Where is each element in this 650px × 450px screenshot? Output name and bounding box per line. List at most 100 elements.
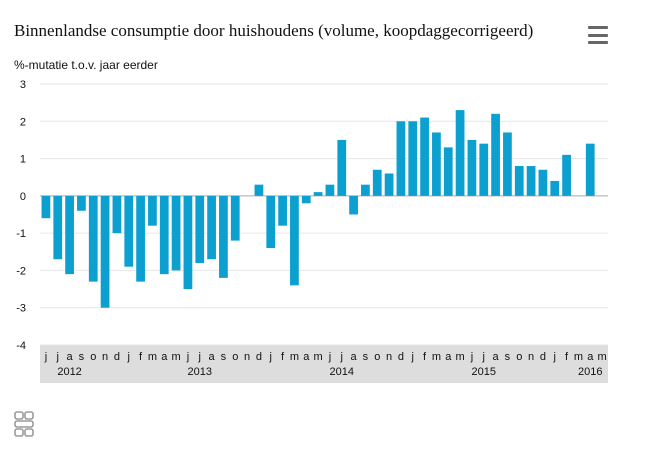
x-year-label: 2015 xyxy=(472,366,496,378)
x-tick-label: j xyxy=(186,351,189,363)
x-tick-label: f xyxy=(423,351,427,363)
x-year-label: 2012 xyxy=(57,366,81,378)
x-tick-label: m xyxy=(455,351,464,363)
x-year-label: 2013 xyxy=(188,366,212,378)
bar xyxy=(41,195,51,219)
bar xyxy=(550,180,560,196)
x-tick-label: d xyxy=(398,351,404,363)
bar xyxy=(455,110,465,196)
x-tick-label: m xyxy=(432,351,441,363)
x-tick-label: d xyxy=(540,351,546,363)
x-tick-label: a xyxy=(209,351,216,363)
y-tick-label: 2 xyxy=(20,116,26,128)
x-tick-label: a xyxy=(587,351,594,363)
y-tick-label: 3 xyxy=(20,79,26,91)
x-axis-band xyxy=(40,345,608,383)
y-axis-label: %-mutatie t.o.v. jaar eerder xyxy=(14,58,158,72)
x-tick-label: f xyxy=(281,351,285,363)
x-tick-label: a xyxy=(445,351,452,363)
bar xyxy=(337,139,347,196)
x-tick-label: j xyxy=(56,351,59,363)
x-tick-label: s xyxy=(363,351,369,363)
bar xyxy=(396,121,406,196)
x-tick-label: m xyxy=(313,351,322,363)
x-tick-label: n xyxy=(386,351,392,363)
x-tick-label: j xyxy=(198,351,201,363)
bar xyxy=(467,139,477,196)
bar xyxy=(514,166,524,196)
x-tick-label: j xyxy=(269,351,272,363)
bar xyxy=(503,132,512,196)
bar xyxy=(408,121,418,196)
x-tick-label: j xyxy=(411,351,414,363)
chart-title: Binnenlandse consumptie door huishoudens… xyxy=(14,21,534,40)
bar xyxy=(53,195,63,260)
hamburger-menu-icon[interactable] xyxy=(588,26,608,44)
bar xyxy=(88,195,98,282)
x-tick-label: a xyxy=(351,351,358,363)
x-tick-label: j xyxy=(127,351,130,363)
bar xyxy=(420,117,429,196)
bar xyxy=(219,195,228,278)
y-tick-label: 1 xyxy=(20,154,26,166)
x-tick-label: n xyxy=(102,351,108,363)
y-tick-label: 0 xyxy=(20,191,26,203)
bar xyxy=(479,143,489,196)
x-tick-label: d xyxy=(114,351,120,363)
x-tick-label: m xyxy=(574,351,583,363)
bar xyxy=(100,195,110,308)
x-tick-label: n xyxy=(528,351,534,363)
bar xyxy=(112,195,122,234)
x-tick-label: a xyxy=(493,351,500,363)
bar xyxy=(384,173,394,196)
bar xyxy=(313,192,323,196)
x-tick-label: j xyxy=(328,351,331,363)
bar xyxy=(526,166,536,196)
x-tick-label: s xyxy=(505,351,511,363)
bar xyxy=(207,195,216,260)
cbs-logo-icon xyxy=(14,411,34,437)
bar xyxy=(278,195,287,226)
x-tick-label: a xyxy=(303,351,310,363)
x-tick-label: j xyxy=(470,351,473,363)
bar xyxy=(183,195,193,290)
y-tick-label: -4 xyxy=(16,340,26,352)
bar xyxy=(443,147,453,196)
x-tick-label: m xyxy=(597,351,606,363)
bar xyxy=(432,132,441,196)
bar xyxy=(266,195,276,249)
x-tick-label: n xyxy=(244,351,250,363)
bar xyxy=(585,143,595,196)
bar xyxy=(136,195,145,282)
x-tick-label: o xyxy=(232,351,238,363)
bar xyxy=(230,195,240,241)
x-year-label: 2016 xyxy=(578,366,602,378)
x-tick-label: j xyxy=(553,351,556,363)
x-tick-label: f xyxy=(565,351,569,363)
bar xyxy=(290,195,299,286)
bar xyxy=(301,195,311,204)
bar xyxy=(65,195,74,275)
x-tick-label: m xyxy=(290,351,299,363)
bar xyxy=(159,195,169,275)
x-tick-label: j xyxy=(44,351,47,363)
x-tick-label: m xyxy=(148,351,157,363)
x-tick-label: j xyxy=(482,351,485,363)
bar xyxy=(538,169,548,196)
x-tick-label: o xyxy=(90,351,96,363)
bar xyxy=(171,195,181,271)
bar xyxy=(77,195,86,211)
x-tick-label: m xyxy=(171,351,180,363)
x-tick-label: s xyxy=(79,351,85,363)
bar xyxy=(491,113,500,196)
x-tick-label: f xyxy=(139,351,143,363)
y-tick-label: -3 xyxy=(16,303,26,315)
x-tick-label: d xyxy=(256,351,262,363)
bar xyxy=(325,184,335,196)
x-year-label: 2014 xyxy=(330,366,354,378)
bar xyxy=(124,195,134,267)
bar xyxy=(361,184,370,196)
x-tick-label: a xyxy=(67,351,74,363)
bar xyxy=(148,195,157,226)
